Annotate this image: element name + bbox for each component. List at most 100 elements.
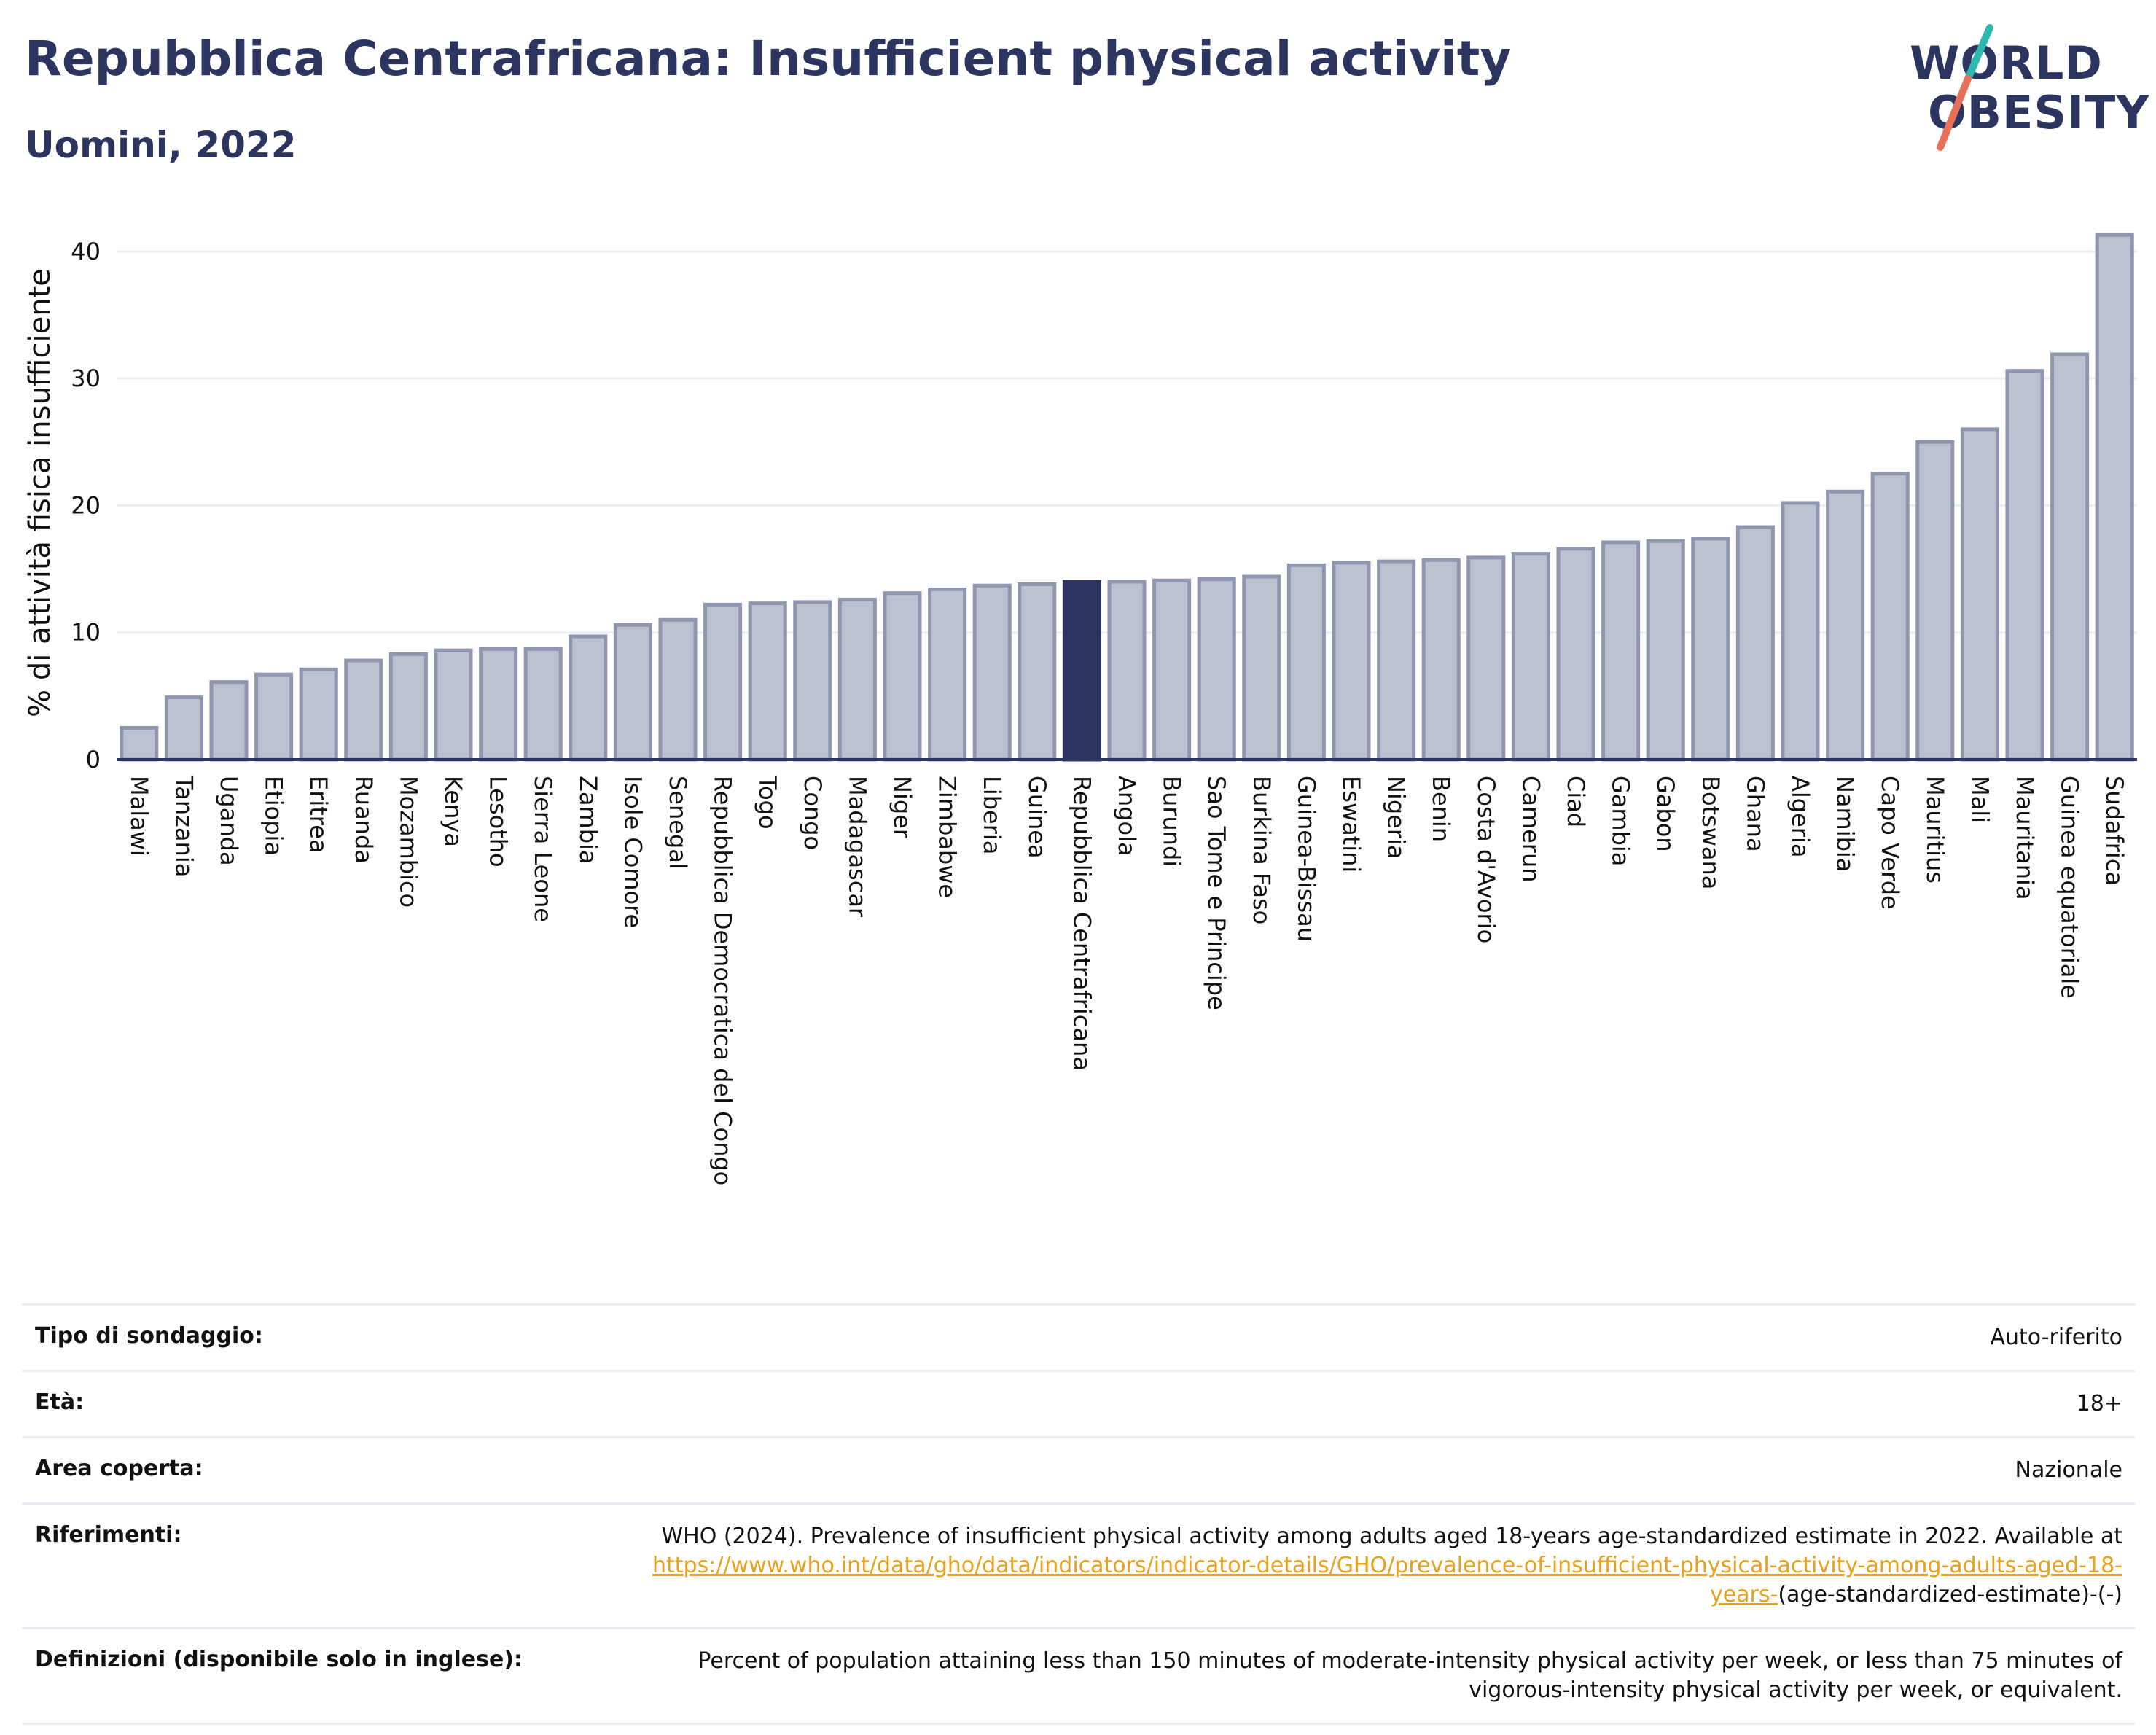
bar-nigeria[interactable] [1377,559,1416,762]
bar-senegal[interactable] [658,617,698,762]
bar-mozambico[interactable] [388,652,428,762]
x-tick-label: Togo [754,775,781,830]
bar-mali[interactable] [1960,427,1999,762]
bar-chart: 0 10 20 30 40 Malawi Tanzania Uganda Etiopia Erit… [23,233,2137,1185]
x-tick-label: Namibia [1832,776,1859,872]
bar-ghana[interactable] [1735,525,1775,762]
bars [120,233,2134,762]
x-tick-label: Nigeria [1383,776,1410,859]
bar-niger[interactable] [883,591,922,762]
x-tick-label: Capo Verde [1876,776,1904,910]
bar-madagascar[interactable] [837,597,877,762]
references-text: WHO (2024). Prevalence of insufficient p… [661,1524,2122,1549]
y-tick-label: 20 [71,491,101,519]
x-tick-label: Gabon [1652,776,1679,852]
info-row-definitions: Definizioni (disponibile solo in inglese… [22,1627,2136,1725]
bar-ciad[interactable] [1556,547,1595,762]
bar-sudafrica[interactable] [2095,233,2134,762]
bar-ruanda[interactable] [344,658,383,762]
bar-algeria[interactable] [1781,501,1820,762]
x-tick-label: Liberia [978,776,1006,854]
chart-subtitle: Uomini, 2022 [25,124,297,166]
bar-mauritius[interactable] [1915,440,1955,762]
info-row-survey-type: Tipo di sondaggio: Auto-riferito [22,1303,2136,1370]
bar-gabon[interactable] [1646,539,1685,762]
bar-burundi[interactable] [1152,578,1192,762]
y-tick-label: 0 [86,746,101,773]
bar-eritrea[interactable] [299,667,338,762]
bar-repubblica-democratica-del-congo[interactable] [703,602,743,762]
x-tick-label: Gambia [1607,776,1635,866]
x-tick-label: Congo [799,776,827,850]
x-tick-label: Isole Comore [619,776,647,928]
x-tick-label: Costa d'Avorio [1472,776,1500,943]
bar-tanzania[interactable] [164,695,203,762]
bar-togo[interactable] [748,601,787,762]
x-tick-label: Guinea equatoriale [2056,776,2084,999]
bar-zimbabwe[interactable] [928,587,967,762]
y-tick-label: 10 [71,619,101,647]
bar-repubblica-centrafricana[interactable] [1062,580,1101,762]
bar-benin[interactable] [1421,558,1461,762]
bar-capo-verde[interactable] [1870,472,1910,762]
bar-namibia[interactable] [1826,489,1865,762]
tick-labels: 0 10 20 30 40 Malawi Tanzania Uganda Etiopia Erit… [23,238,2128,1185]
x-tick-label: Eswatini [1337,776,1365,873]
x-tick-label: Benin [1427,776,1455,842]
x-tick-label: Mali [1966,776,1993,823]
x-tick-label: Lesotho [485,776,512,868]
bar-botswana[interactable] [1691,537,1730,762]
x-tick-label: Zimbabwe [934,776,961,898]
bar-sao-tome-e-principe[interactable] [1197,577,1236,762]
x-tick-label: Guinea [1023,776,1051,859]
x-tick-label: Repubblica Centrafricana [1068,776,1095,1071]
logo-slash-icon [1937,24,1993,151]
definitions-value: Percent of population attaining less tha… [698,1648,2122,1703]
x-tick-label: Uganda [215,776,243,866]
x-tick-label: Burundi [1158,776,1186,867]
references-suffix: (age-standardized-estimate)-(-) [1778,1582,2122,1607]
bar-angola[interactable] [1107,580,1147,762]
bar-burkina-faso[interactable] [1242,574,1281,762]
x-tick-label: Sao Tome e Principe [1203,776,1230,1010]
bar-eswatini[interactable] [1332,561,1371,762]
references-link[interactable]: https://www.who.int/data/gho/data/indica… [652,1553,2122,1607]
x-tick-label: Sudafrica [2101,776,2128,886]
info-row-references: Riferimenti: WHO (2024). Prevalence of i… [22,1502,2136,1627]
bar-kenya[interactable] [434,648,473,762]
bar-malawi[interactable] [120,725,159,762]
bar-camerun[interactable] [1511,552,1550,762]
bar-zambia[interactable] [569,634,608,762]
x-tick-label: Ghana [1741,776,1769,852]
bar-mauritania[interactable] [2005,369,2044,762]
age-label: Età: [35,1389,85,1415]
logo-text-world: WORLD [1910,36,2103,90]
x-tick-label: Madagascar [843,776,871,918]
bar-guinea-bissau[interactable] [1286,563,1326,762]
bar-costa-d-avorio[interactable] [1466,555,1506,762]
survey-type-value: Auto-riferito [1990,1325,2122,1350]
x-tick-label: Kenya [440,776,467,847]
x-tick-label: Malawi [125,776,153,857]
bar-etiopia[interactable] [254,672,294,762]
bar-uganda[interactable] [209,680,249,762]
x-tick-label: Botswana [1697,776,1725,889]
bar-guinea[interactable] [1018,582,1057,762]
chart-title: Repubblica Centrafricana: Insufficient p… [25,31,1512,87]
bar-gambia[interactable] [1601,540,1641,762]
y-tick-label: 40 [71,238,101,265]
bar-isole-comore[interactable] [613,623,652,762]
world-obesity-logo: WORLD OBESITY [1895,22,2149,160]
references-value: WHO (2024). Prevalence of insufficient p… [606,1522,2122,1610]
x-tick-label: Eritrea [305,776,332,854]
bar-guinea-equatoriale[interactable] [2050,352,2090,762]
bar-lesotho[interactable] [479,647,518,762]
info-row-area: Area coperta: Nazionale [22,1436,2136,1502]
bar-liberia[interactable] [972,583,1012,762]
x-tick-label: Guinea-Bissau [1292,776,1320,942]
x-tick-label: Etiopia [260,776,288,856]
x-tick-label: Camerun [1517,776,1544,883]
survey-type-label: Tipo di sondaggio: [35,1323,263,1349]
bar-congo[interactable] [793,600,832,762]
bar-sierra-leone[interactable] [523,647,563,762]
